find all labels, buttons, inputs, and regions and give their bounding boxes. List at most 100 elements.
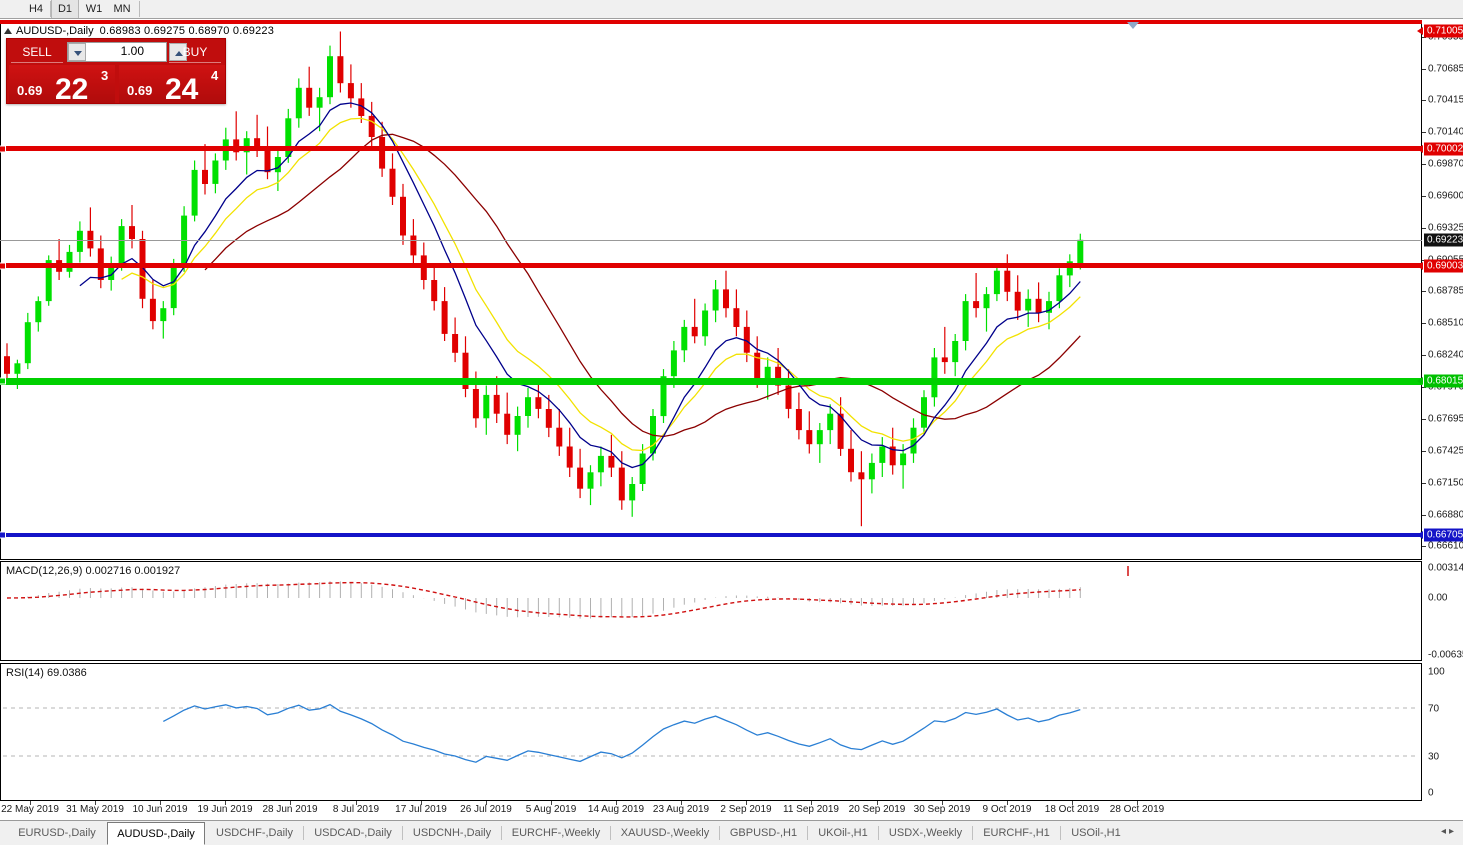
tab-separator — [1060, 826, 1061, 840]
time-axis-label: 17 Jul 2019 — [395, 804, 447, 815]
timeframe-d1[interactable]: D1 — [51, 0, 79, 18]
tab-scroll-controls[interactable]: ◂▸ — [1441, 826, 1457, 837]
price-axis-label: 0.69325 — [1428, 222, 1463, 234]
time-tick — [356, 801, 357, 805]
scroll-right-icon[interactable]: ▸ — [1448, 826, 1457, 837]
axis-tick — [1422, 514, 1426, 516]
buy-price-main: 24 — [165, 73, 199, 106]
current-price-line — [0, 239, 1422, 241]
time-tick — [1072, 801, 1073, 805]
volume-input[interactable]: 1.00 — [67, 42, 187, 62]
buy-price-cell[interactable]: 0.69 24 4 — [119, 65, 225, 106]
chart-symbol-header: AUDUSD-,Daily 0.68983 0.69275 0.68970 0.6… — [4, 25, 274, 37]
sell-price-main: 22 — [55, 73, 89, 106]
time-tick — [877, 801, 878, 805]
macd-indicator-pane[interactable]: MACD(12,26,9) 0.002716 0.001927 — [0, 561, 1422, 661]
chart-tab-eurusd-daily[interactable]: EURUSD-,Daily — [18, 827, 96, 839]
chart-tab-usoil-h1[interactable]: USOil-,H1 — [1071, 827, 1121, 839]
buy-price-prefix: 0.69 — [127, 83, 153, 98]
time-axis-label: 5 Aug 2019 — [525, 804, 577, 815]
tab-separator — [303, 826, 304, 840]
macd-series — [6, 566, 1129, 619]
sell-price-cell[interactable]: 0.69 22 3 — [9, 65, 117, 106]
axis-tick — [1422, 418, 1426, 420]
axis-tick — [1422, 355, 1426, 357]
line-anchor-handle[interactable] — [0, 377, 6, 385]
time-axis-label: 11 Sep 2019 — [783, 804, 839, 815]
time-tick — [616, 801, 617, 805]
price-badge-blue[interactable]: 0.66705 — [1424, 528, 1463, 542]
volume-value: 1.00 — [120, 44, 144, 58]
rsi-indicator-pane[interactable]: RSI(14) 69.0386 — [0, 663, 1422, 801]
price-axis-label: 0.70140 — [1428, 126, 1463, 138]
chart-tab-usdx-weekly[interactable]: USDX-,Weekly — [888, 827, 963, 839]
time-tick — [486, 801, 487, 805]
price-axis-label: 0.66880 — [1428, 509, 1463, 520]
time-axis: 22 May 2019 31 May 2019 10 Jun 2019 19 Jun … — [0, 801, 1422, 821]
price-badge-red[interactable]: 0.70002 — [1424, 142, 1463, 155]
chart-tab-audusd-daily[interactable]: AUDUSD-,Daily — [107, 822, 205, 845]
chart-tab-ukoil-h1[interactable]: UKOil-,H1 — [818, 827, 868, 839]
price-badge-red[interactable]: 0.69003 — [1424, 259, 1463, 273]
volume-increment-button[interactable] — [169, 43, 187, 61]
time-axis-label: 9 Oct 2019 — [982, 804, 1032, 815]
timeframe-w1[interactable]: W1 — [85, 3, 103, 15]
time-axis-label: 26 Jul 2019 — [460, 804, 512, 815]
axis-tick — [1422, 450, 1426, 452]
time-tick — [1137, 801, 1138, 805]
one-click-trading-panel[interactable]: SELL 1.00 BUY 0.69 22 3 0.69 24 4 — [6, 38, 226, 106]
time-axis-label: 8 Jul 2019 — [332, 804, 380, 815]
tab-separator — [501, 826, 502, 840]
chart-tab-eurchf-h1[interactable]: EURCHF-,H1 — [983, 827, 1050, 839]
timeframe-mn[interactable]: MN — [113, 3, 131, 15]
time-axis-label: 28 Jun 2019 — [262, 804, 318, 815]
badge-arrow-icon — [1417, 531, 1423, 539]
sell-button[interactable]: SELL — [11, 42, 63, 63]
chart-tab-eurchf-weekly[interactable]: EURCHF-,Weekly — [511, 827, 601, 839]
price-axis[interactable]: 0.709550.706850.704150.701400.698700.696… — [1417, 20, 1463, 801]
tab-separator — [610, 826, 611, 840]
resistance-line-top[interactable] — [0, 20, 1422, 24]
price-badge-green[interactable]: 0.68015 — [1424, 374, 1463, 388]
chart-tab-usdchf-daily[interactable]: USDCHF-,Daily — [216, 827, 293, 839]
chart-tabs-bar: ◂▸ EURUSD-,Daily AUDUSD-,Daily USDCHF-,Dai… — [0, 820, 1463, 845]
time-tick — [290, 801, 291, 805]
timeframe-h4[interactable]: H4 — [28, 3, 44, 15]
line-anchor-handle[interactable] — [0, 145, 6, 152]
tab-separator — [402, 826, 403, 840]
line-anchor-handle[interactable] — [0, 262, 6, 270]
support-green-line[interactable] — [0, 377, 1422, 385]
support-blue-line[interactable] — [0, 531, 1422, 539]
triangle-icon — [4, 28, 12, 35]
macd-axis-label: -0.006353 — [1428, 649, 1463, 661]
resistance-mid-line[interactable] — [0, 145, 1422, 152]
chart-tab-usdcnh-daily[interactable]: USDCNH-,Daily — [412, 827, 492, 839]
price-badge-black[interactable]: 0.69223 — [1424, 233, 1463, 247]
buy-button[interactable]: BUY — [169, 42, 221, 63]
axis-tick — [1422, 132, 1426, 134]
chart-tab-gbpusd-h1[interactable]: GBPUSD-,H1 — [729, 827, 798, 839]
chart-tab-xauusd-weekly[interactable]: XAUUSD-,Weekly — [620, 827, 710, 839]
price-badge-red[interactable]: 0.71005 — [1424, 24, 1463, 38]
resistance-lower-line[interactable] — [0, 262, 1422, 270]
chart-tab-usdcad-daily[interactable]: USDCAD-,Daily — [314, 827, 392, 839]
rsi-axis-label: 30 — [1428, 751, 1440, 763]
axis-tick — [1422, 195, 1426, 197]
macd-title: MACD(12,26,9) 0.002716 0.001927 — [6, 565, 181, 577]
time-tick — [1007, 801, 1008, 805]
tab-separator — [972, 826, 973, 840]
price-chart-pane[interactable] — [0, 20, 1422, 560]
badge-arrow-icon — [1417, 144, 1423, 153]
volume-decrement-button[interactable] — [68, 43, 86, 61]
rsi-title: RSI(14) 69.0386 — [6, 667, 87, 679]
line-anchor-handle[interactable] — [0, 531, 6, 539]
time-tick — [681, 801, 682, 805]
time-axis-label: 10 Jun 2019 — [132, 804, 188, 815]
scroll-left-icon[interactable]: ◂ — [1440, 826, 1449, 837]
price-axis-label: 0.68510 — [1428, 317, 1463, 329]
axis-tick — [1422, 546, 1426, 548]
price-axis-label: 0.67695 — [1428, 413, 1463, 425]
line-handle-icon[interactable] — [1127, 22, 1139, 29]
axis-tick — [1422, 482, 1426, 484]
